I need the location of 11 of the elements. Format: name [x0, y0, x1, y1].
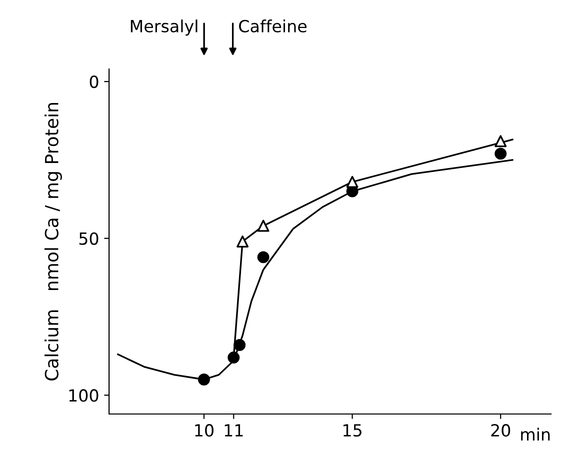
x-tick-label: 15 — [344, 424, 362, 437]
x-tick-label: 20 — [491, 424, 510, 437]
text: Caffeine — [239, 20, 307, 32]
x-tick-label: 10 — [195, 424, 214, 437]
x-axis-title: min — [521, 428, 550, 440]
y-tick-label: 50 — [79, 232, 98, 245]
y-tick-label: 100 — [69, 389, 98, 402]
text: Mersalyl — [130, 20, 198, 36]
x-tick-label: 11 — [224, 424, 243, 436]
y-axis-title: Calcium nmol Ca / mg Protein — [44, 103, 62, 380]
y-tick-label: 0 — [90, 76, 98, 88]
